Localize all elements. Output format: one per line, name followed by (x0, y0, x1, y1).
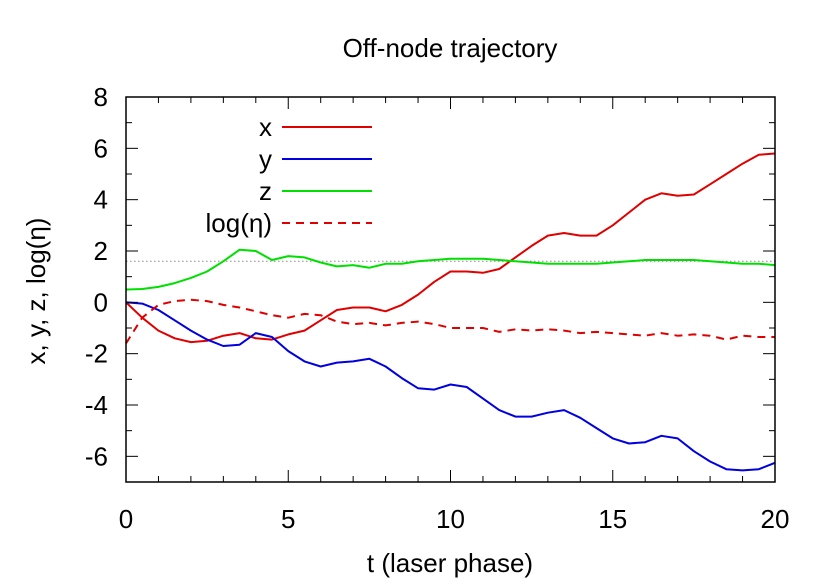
x-tick-label: 20 (761, 504, 790, 534)
series-line-0 (125, 152, 776, 344)
chart-title: Off-node trajectory (343, 33, 558, 63)
legend-label: y (259, 144, 272, 174)
y-tick-label: 2 (94, 236, 108, 266)
y-tick-label: 8 (94, 82, 108, 112)
series-line-1 (125, 301, 776, 472)
plot-frame (125, 96, 776, 483)
series-line-2 (125, 248, 776, 291)
y-tick-label: 4 (94, 185, 108, 215)
y-axis-label: x, y, z, log(η) (21, 218, 51, 365)
x-tick-label: 0 (119, 504, 133, 534)
y-tick-label: 6 (94, 133, 108, 163)
legend-label: x (259, 112, 272, 142)
legend-label: log(η) (206, 208, 272, 238)
x-tick-label: 10 (436, 504, 465, 534)
x-tick-label: 15 (598, 504, 627, 534)
series-line-3 (125, 298, 775, 344)
x-axis-label: t (laser phase) (367, 548, 533, 578)
x-tick-label: 5 (281, 504, 295, 534)
y-tick-label: -2 (85, 339, 108, 369)
y-tick-label: 0 (94, 287, 108, 317)
tick-layer: 0 5 10 15 20 -6 -4 -2 0 2 4 6 8 (85, 82, 790, 534)
y-tick-label: -4 (85, 390, 108, 420)
y-tick-label: -6 (85, 441, 108, 471)
series-layer (125, 152, 776, 472)
legend-label: z (259, 176, 272, 206)
